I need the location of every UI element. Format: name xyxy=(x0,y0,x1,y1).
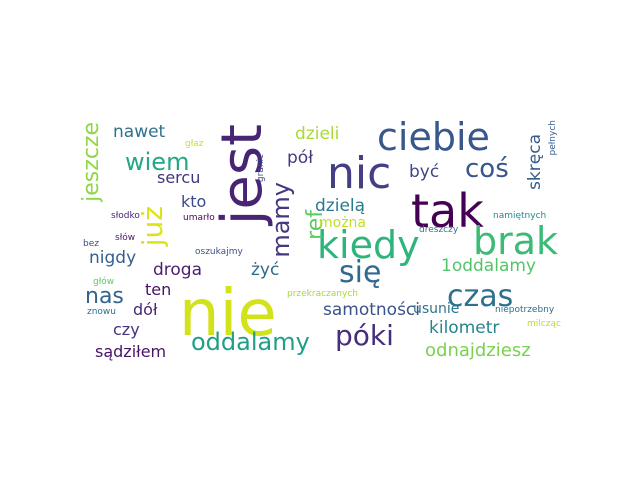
word-dzielą: dzielą xyxy=(315,196,366,216)
word-znowu: znowu xyxy=(87,307,116,317)
word-już: już xyxy=(136,206,169,247)
word-póki: póki xyxy=(335,319,394,352)
word-droga: droga xyxy=(153,260,203,280)
word-głaz: głaz xyxy=(185,139,204,149)
word-dół: dół xyxy=(133,300,158,319)
word-namiętnych: namiętnych xyxy=(493,211,547,221)
word-tak: tak xyxy=(411,184,484,238)
word-sądziłem: sądziłem xyxy=(95,342,167,361)
word-granic: granic xyxy=(256,154,266,183)
word-dzieli: dzieli xyxy=(295,124,340,144)
word-umarło: umarło xyxy=(183,213,215,223)
word-brak: brak xyxy=(473,219,559,263)
word-nas: nas xyxy=(85,284,124,309)
word-słodko: słodko xyxy=(111,211,140,221)
word-kto: kto xyxy=(181,192,207,211)
word-pełnych: pełnych xyxy=(548,120,558,156)
word-czy: czy xyxy=(113,320,140,339)
word-dreszczy: dreszczy xyxy=(419,225,459,235)
word-sercu: sercu xyxy=(157,168,201,187)
word-jeszcze: jeszcze xyxy=(79,122,104,202)
word-kiedy: kiedy xyxy=(317,223,420,267)
word-oddalamy: oddalamy xyxy=(191,328,310,356)
word-coś: coś xyxy=(465,154,509,184)
word-być: być xyxy=(409,162,440,182)
word-nawet: nawet xyxy=(113,122,166,142)
word-przekraczanych: przekraczanych xyxy=(287,289,358,299)
word-czas: czas xyxy=(447,279,514,314)
word-słów: słów xyxy=(115,233,136,243)
word-odnajdziesz: odnajdziesz xyxy=(425,340,531,361)
word-bez: bez xyxy=(83,239,99,249)
word-żyć: żyć xyxy=(251,260,280,280)
word-skręca: skręca xyxy=(525,134,545,190)
word-wiem: wiem xyxy=(125,148,190,176)
word-ciebie: ciebie xyxy=(377,115,490,159)
word-pół: pół xyxy=(287,148,314,168)
word-oszukajmy: oszukajmy xyxy=(195,247,243,257)
word-kilometr: kilometr xyxy=(429,318,500,338)
word-milcząc: milcząc xyxy=(527,319,561,329)
word-samotności: samotności xyxy=(323,300,421,320)
word-nic: nic xyxy=(327,148,392,199)
word-cloud: nie jest nic ciebie tak kiedy brak się c… xyxy=(75,110,565,370)
word-nie: nie xyxy=(179,277,277,351)
word-można: można xyxy=(319,215,367,231)
word-niepotrzebny: niepotrzebny xyxy=(495,305,555,315)
word-mamy: mamy xyxy=(267,182,295,258)
word-usunie: usunie xyxy=(413,301,460,317)
word-głów: głów xyxy=(93,277,115,287)
word-1oddalamy: 1oddalamy xyxy=(441,256,536,276)
word-ten: ten xyxy=(145,280,172,299)
word-nigdy: nigdy xyxy=(89,248,137,268)
word-się: się xyxy=(339,255,382,290)
